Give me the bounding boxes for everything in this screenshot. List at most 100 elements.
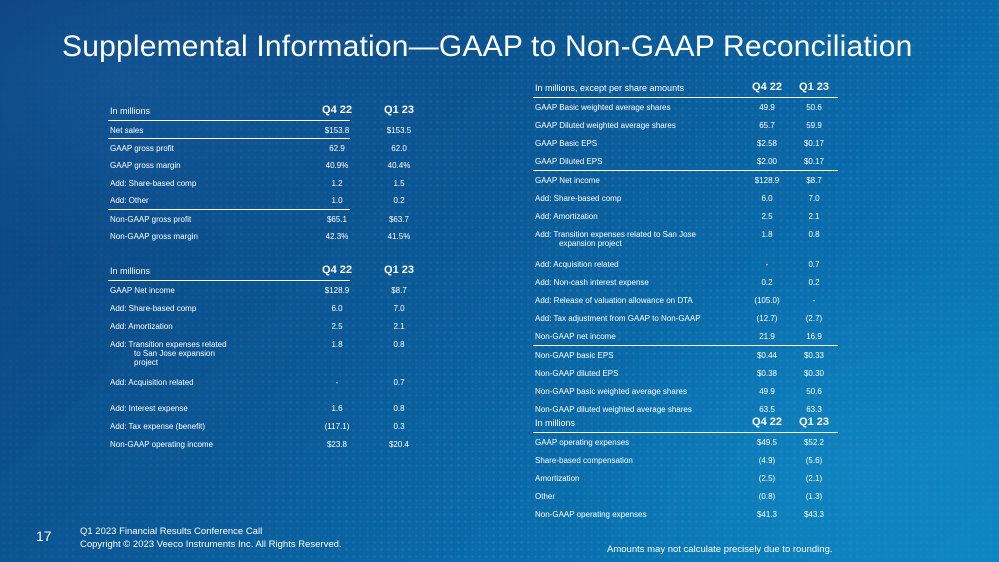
table-row: Add: Tax expense (benefit) (117.1) 0.3 — [108, 417, 405, 435]
value-q1-23: 16.9 — [806, 332, 822, 341]
value-q4-22: 1.0 — [331, 196, 343, 205]
row-label-text: GAAP Diluted EPS — [535, 157, 603, 166]
row-label: Add: Interest expense — [108, 404, 316, 413]
value-q4-22: - — [765, 260, 769, 269]
value-q4-22: (12.7) — [756, 314, 778, 323]
row-label-continued: project — [134, 358, 159, 367]
table-row: GAAP Diluted EPS $2.00 $0.17 — [533, 152, 838, 171]
header-label: In millions — [535, 418, 576, 428]
row-label: GAAP Basic EPS — [533, 139, 745, 148]
value-q4-22: 2.5 — [331, 322, 343, 331]
row-label-text: Other — [535, 492, 556, 501]
table-header-row: In millions Q4 22 Q1 23 — [533, 410, 838, 433]
row-label-text: Add: Acquisition related — [110, 378, 194, 387]
table-row: Non-GAAP basic weighted average shares 49… — [533, 382, 838, 400]
header-col-q4-22: Q4 22 — [752, 416, 782, 428]
table-row: Share-based compensation (4.9) (5.6) — [533, 451, 838, 469]
value-q4-22: - — [335, 378, 339, 387]
value-q4-22: $65.1 — [326, 215, 348, 224]
value-q1-23: 1.5 — [393, 179, 405, 188]
table-row: GAAP Net income $128.9 $8.7 — [533, 171, 838, 189]
page-number: 17 — [36, 528, 52, 544]
header-col-q1-23: Q1 23 — [799, 81, 829, 93]
value-q4-22: $0.44 — [756, 351, 778, 360]
table-row: GAAP Net income $128.9 $8.7 — [108, 281, 407, 299]
value-q1-23: $153.5 — [386, 126, 412, 135]
row-label-text: Add: Transition expenses related — [110, 340, 227, 349]
row-label: Non-GAAP gross margin — [108, 232, 316, 241]
row-label-text: GAAP Net income — [535, 176, 600, 185]
row-label: Add: Amortization — [533, 212, 745, 221]
table-row: Amortization (2.5) (2.1) — [533, 469, 838, 487]
row-label: Add: Non-cash interest expense — [533, 278, 745, 287]
row-label: Add: Release of valuation allowance on D… — [533, 296, 745, 305]
table-row: Add: Amortization 2.5 2.1 — [108, 317, 405, 335]
gross-margin-table: In millions Q4 22 Q1 23 Net sales $153.8 $153… — [108, 100, 414, 244]
value-q4-22: 62.9 — [329, 144, 345, 153]
row-label: Non-GAAP operating expenses — [533, 510, 745, 519]
row-label: Amortization — [533, 474, 745, 483]
row-label: Non-GAAP operating income — [108, 440, 316, 449]
header-label: In millions, except per share amounts — [535, 83, 685, 93]
row-label: Add: Share-based comp — [533, 194, 745, 203]
value-q4-22: 0.2 — [761, 278, 773, 287]
table-row: Add: Share-based comp 1.2 1.5 — [108, 174, 405, 191]
row-label: Non-GAAP gross profit — [108, 215, 316, 224]
table-row: GAAP gross margin 40.9% 40.4% — [108, 156, 410, 174]
table-row: Add: Release of valuation allowance on D… — [533, 291, 838, 309]
value-q1-23: 2.1 — [393, 322, 405, 331]
value-q1-23: 0.7 — [393, 378, 405, 387]
table-row: GAAP Basic EPS $2.58 $0.17 — [533, 134, 838, 152]
value-q1-23: (2.1) — [805, 474, 823, 483]
value-q1-23: 0.7 — [808, 260, 820, 269]
row-label-text: Non-GAAP basic EPS — [535, 351, 614, 360]
row-label: Add: Transition expenses related to San J… — [108, 340, 316, 367]
row-label: Add: Tax expense (benefit) — [108, 422, 316, 431]
header-col-q4-22: Q4 22 — [322, 264, 352, 276]
row-label-text: Non-GAAP basic weighted average shares — [535, 387, 687, 396]
value-q4-22: (117.1) — [324, 422, 350, 431]
value-q4-22: $2.58 — [756, 139, 778, 148]
row-label: Add: Tax adjustment from GAAP to Non-GAA… — [533, 314, 745, 323]
table-row: Add: Tax adjustment from GAAP to Non-GAA… — [533, 309, 838, 327]
row-label: Non-GAAP diluted weighted average shares — [533, 405, 745, 414]
value-q4-22: (2.5) — [758, 474, 776, 483]
value-q1-23: 63.3 — [806, 405, 822, 414]
value-q1-23: 7.0 — [808, 194, 820, 203]
footer-text: Q1 2023 Financial Results Conference Cal… — [80, 525, 342, 551]
row-label: GAAP Diluted EPS — [533, 157, 745, 166]
value-q1-23: 0.2 — [393, 196, 405, 205]
table-row: Net sales $153.8 $153.5 — [108, 121, 411, 139]
value-q4-22: $41.3 — [756, 510, 778, 519]
value-q4-22: (105.0) — [754, 296, 780, 305]
value-q4-22: 2.5 — [761, 212, 773, 221]
row-label-text: Add: Share-based comp — [110, 179, 197, 188]
value-q4-22: $2.00 — [756, 157, 778, 166]
value-q4-22: 6.0 — [761, 194, 773, 203]
table-row: Other (0.8) (1.3) — [533, 487, 838, 505]
value-q1-23: 50.6 — [806, 387, 822, 396]
row-label: GAAP Net income — [108, 286, 316, 295]
value-q1-23: $63.7 — [388, 215, 410, 224]
row-label-continued: expansion project — [559, 239, 622, 248]
row-label-text: GAAP Basic weighted average shares — [535, 103, 671, 112]
value-q1-23: $0.17 — [803, 139, 825, 148]
row-label: GAAP Diluted weighted average shares — [533, 121, 745, 130]
table-row: Non-GAAP diluted EPS $0.38 $0.30 — [533, 364, 838, 382]
table-row: GAAP gross profit 62.9 62.0 — [108, 139, 407, 156]
row-label-text: Add: Share-based comp — [110, 304, 197, 313]
row-label-text: Share-based compensation — [535, 456, 633, 465]
page-title: Supplemental Information—GAAP to Non-GAA… — [62, 30, 913, 63]
table-row: GAAP Diluted weighted average shares 65.7… — [533, 116, 838, 134]
value-q1-23: 7.0 — [393, 304, 405, 313]
table-row: Non-GAAP operating expenses $41.3 $43.3 — [533, 505, 838, 523]
table-header-row: In millions, except per share amounts Q4 … — [533, 77, 838, 98]
row-label: Add: Transition expenses related to San … — [533, 230, 745, 248]
row-label-text: Amortization — [535, 474, 580, 483]
value-q4-22: (0.8) — [758, 492, 776, 501]
row-label-text: Non-GAAP gross margin — [110, 232, 198, 241]
row-label-text: Non-GAAP net income — [535, 332, 616, 341]
value-q1-23: (1.3) — [805, 492, 823, 501]
table-header-row: In millions Q4 22 Q1 23 — [108, 100, 414, 121]
value-q4-22: $23.8 — [326, 440, 348, 449]
